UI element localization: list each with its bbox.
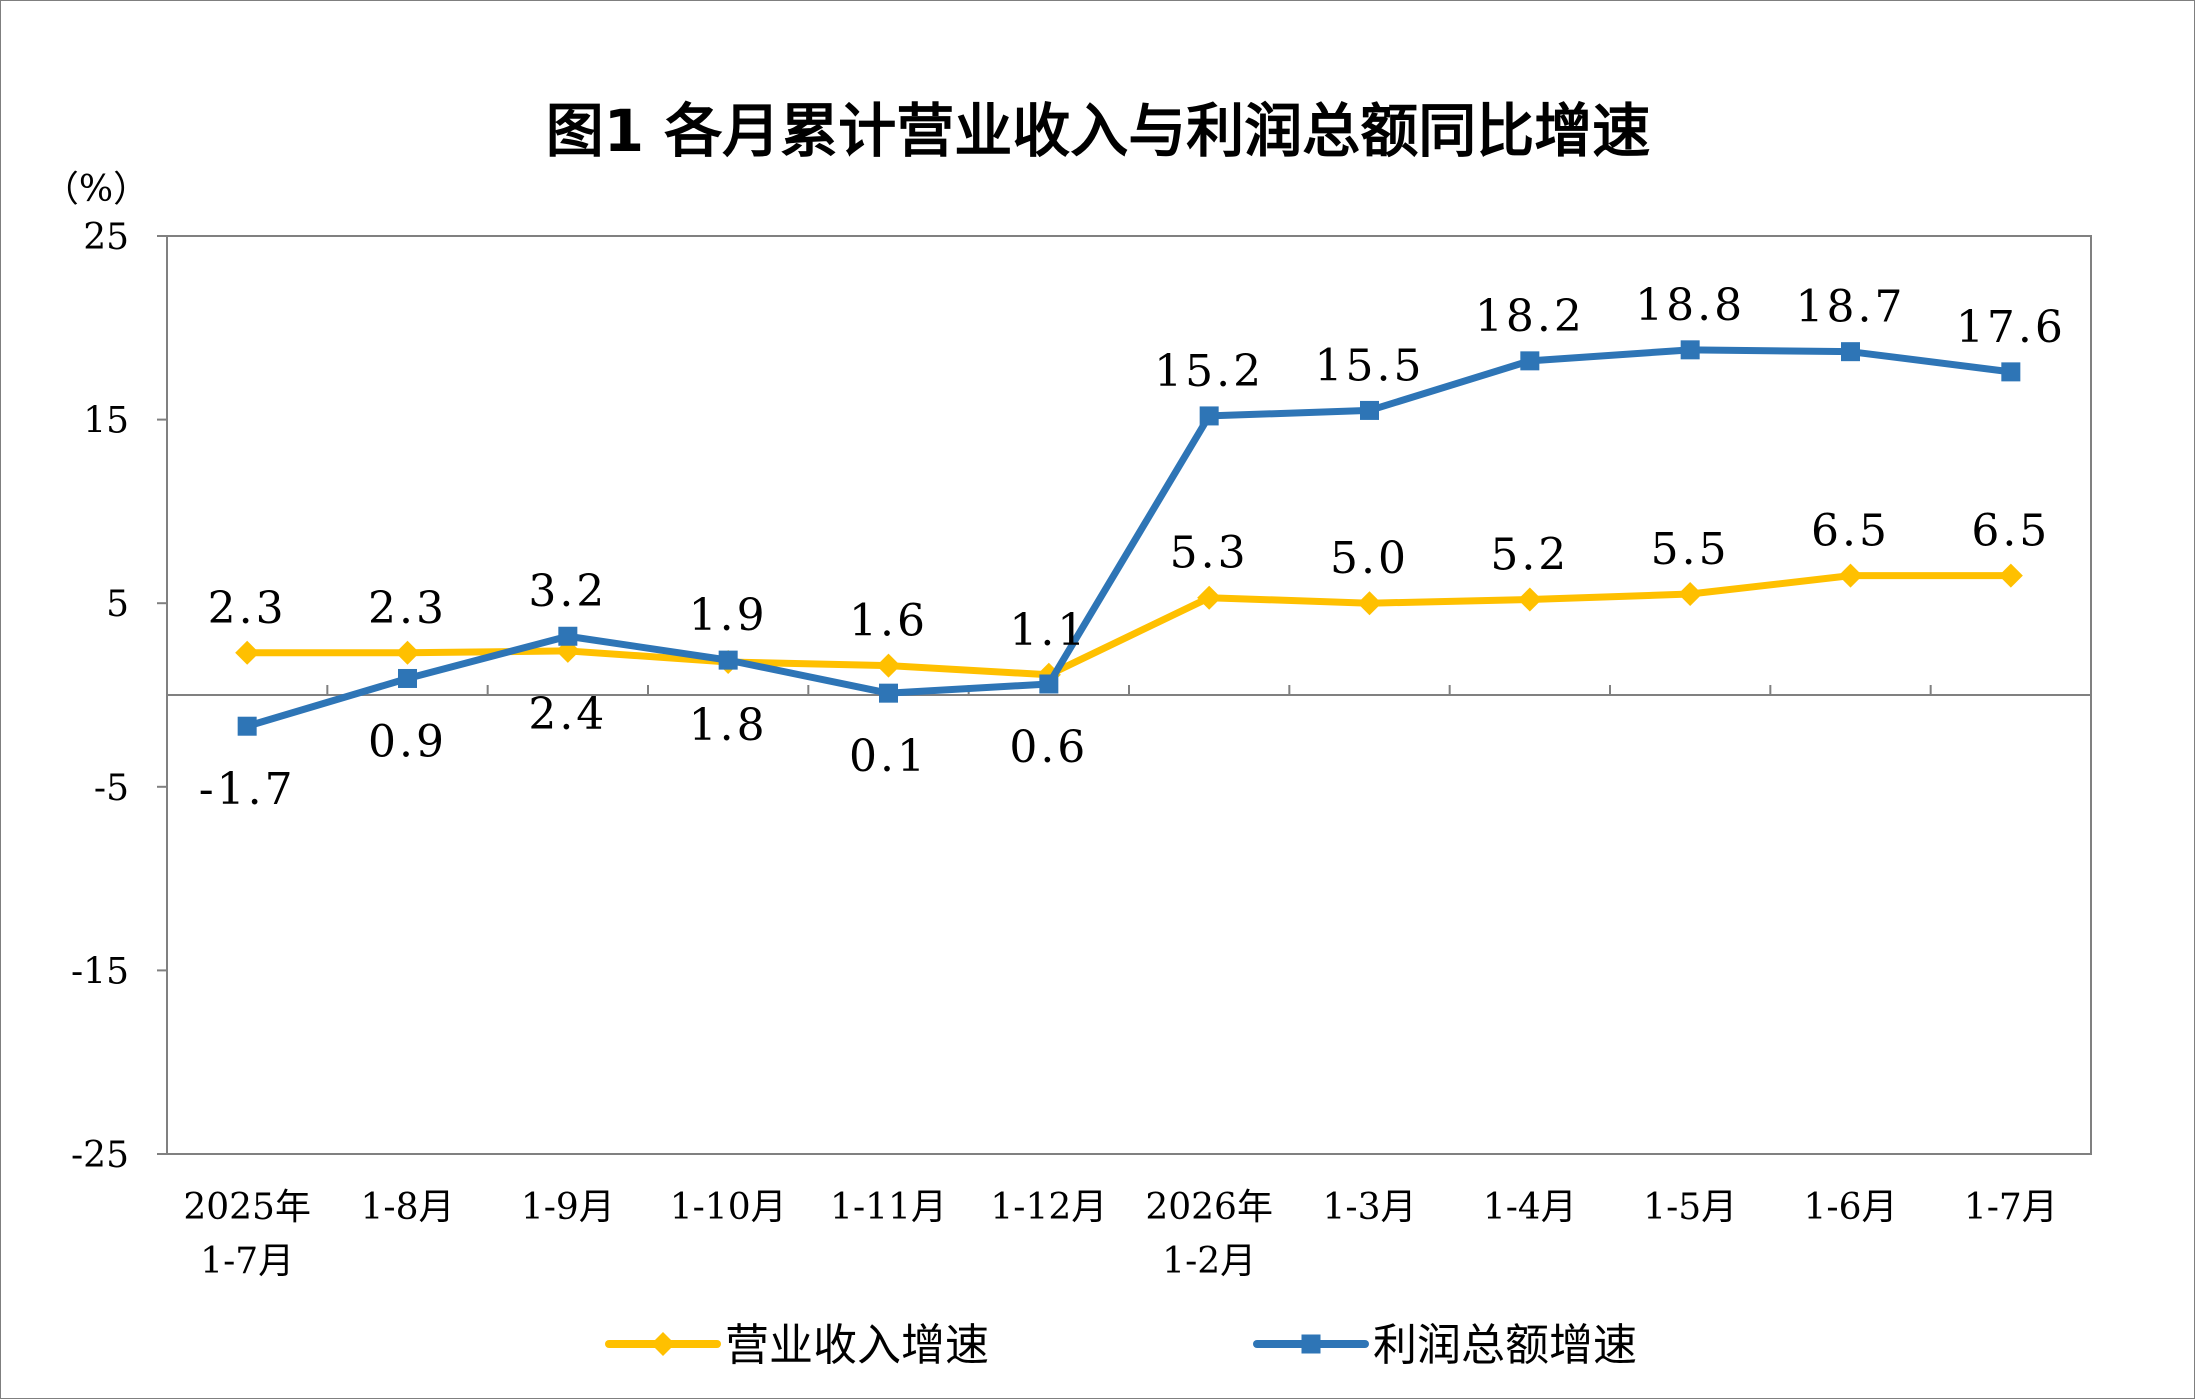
series-2-marker <box>1841 342 1860 362</box>
series-2-marker <box>1039 674 1059 694</box>
data-label-revenue: 1.1 <box>1009 605 1088 656</box>
series-1-marker <box>1517 587 1542 612</box>
data-label-profit: 0.6 <box>1009 722 1088 773</box>
data-label-profit: 15.5 <box>1315 340 1425 391</box>
x-axis-ticks: 2025年 1-7月 1-8月 1-9月 1-10月 1-11月 1-12月 2026年 1-2… <box>183 685 2058 1282</box>
x-tick-label: 2026年 <box>1145 1187 1273 1228</box>
series-2-marker <box>237 716 257 736</box>
x-tick-label: 1-9月 <box>521 1187 615 1228</box>
data-label-revenue: 6.5 <box>1811 506 1890 557</box>
series-2-marker <box>1199 406 1219 426</box>
data-label-revenue: 5.2 <box>1490 530 1569 581</box>
series-2-marker <box>1520 351 1540 371</box>
legend-label-1: 营业收入增速 <box>725 1320 989 1371</box>
x-tick-label: 1-4月 <box>1483 1187 1577 1228</box>
data-label-profit: -1.7 <box>199 764 296 815</box>
data-label-revenue: 1.6 <box>849 596 928 647</box>
data-label-revenue: 1.8 <box>689 700 768 751</box>
data-label-profit: 18.7 <box>1796 282 1906 333</box>
x-tick-label: 2025年 <box>183 1187 311 1228</box>
y-tick-label: -25 <box>71 1135 129 1176</box>
series-2-marker <box>558 626 578 646</box>
legend-label-2: 利润总额增速 <box>1373 1320 1637 1371</box>
series-1-marker <box>876 653 901 678</box>
x-tick-label: 1-8月 <box>361 1187 455 1228</box>
series-line-2 <box>243 346 2015 730</box>
y-tick-label: -5 <box>94 768 129 809</box>
data-label-revenue: 2.4 <box>528 689 607 740</box>
y-tick-label: 15 <box>83 401 129 442</box>
series-2-marker <box>2001 362 2021 382</box>
series-line-1 <box>243 572 2015 679</box>
data-labels: 2.3 -1.7 2.3 0.9 2.4 3.2 1.8 1.9 1.6 0.1 1.1 0.6 5.3… <box>199 280 2066 815</box>
series-2-marker <box>1680 340 1700 360</box>
legend-marker-1 <box>651 1332 675 1356</box>
data-label-revenue: 5.0 <box>1330 533 1409 584</box>
x-tick-label: 1-5月 <box>1643 1187 1737 1228</box>
series-layer <box>235 340 2023 736</box>
data-label-revenue: 2.3 <box>208 583 287 634</box>
series-1-marker <box>1838 563 1863 588</box>
x-tick-label: 1-12月 <box>990 1187 1107 1228</box>
x-tick-label: 1-7月 <box>200 1241 294 1282</box>
data-label-profit: 15.2 <box>1154 346 1264 397</box>
data-label-profit: 17.6 <box>1956 302 2066 353</box>
data-label-profit: 18.2 <box>1475 291 1585 342</box>
data-label-profit: 3.2 <box>528 566 607 617</box>
x-tick-label: 1-7月 <box>1964 1187 2058 1228</box>
data-label-revenue: 2.3 <box>368 583 447 634</box>
data-label-profit: 0.1 <box>849 731 928 782</box>
series-2-marker <box>718 650 738 670</box>
series-1-marker <box>1998 563 2023 588</box>
series-1-marker <box>1197 585 1222 610</box>
legend-marker-2 <box>1301 1334 1321 1354</box>
series-1-marker <box>1678 582 1703 607</box>
chart-title: 图1 各月累计营业收入与利润总额同比增速 <box>546 97 1651 165</box>
data-label-revenue: 5.5 <box>1651 524 1730 575</box>
data-label-revenue: 5.3 <box>1170 528 1249 579</box>
series-2-marker <box>1360 400 1379 420</box>
y-axis-ticks: 25 15 5 -5 -15 -25 <box>71 217 167 1176</box>
legend: 营业收入增速 利润总额增速 <box>605 1320 1637 1371</box>
series-1-marker <box>235 640 260 665</box>
x-tick-label: 1-6月 <box>1804 1187 1898 1228</box>
series-1-marker <box>395 640 420 665</box>
data-label-profit: 1.9 <box>689 590 768 641</box>
series-2-marker <box>398 668 417 688</box>
x-tick-label: 1-11月 <box>830 1187 947 1228</box>
x-tick-label: 1-10月 <box>670 1187 787 1228</box>
y-tick-label: 5 <box>106 584 129 625</box>
data-label-profit: 18.8 <box>1635 280 1745 331</box>
data-label-revenue: 6.5 <box>1971 506 2050 557</box>
y-tick-label: -15 <box>71 951 129 992</box>
y-tick-label: 25 <box>83 217 129 258</box>
x-tick-label: 1-2月 <box>1162 1241 1256 1282</box>
series-2-marker <box>879 683 898 703</box>
x-tick-label: 1-3月 <box>1323 1187 1417 1228</box>
data-label-profit: 0.9 <box>368 716 447 767</box>
y-axis-unit-label: （%） <box>43 169 149 210</box>
series-1-marker <box>1357 591 1382 616</box>
